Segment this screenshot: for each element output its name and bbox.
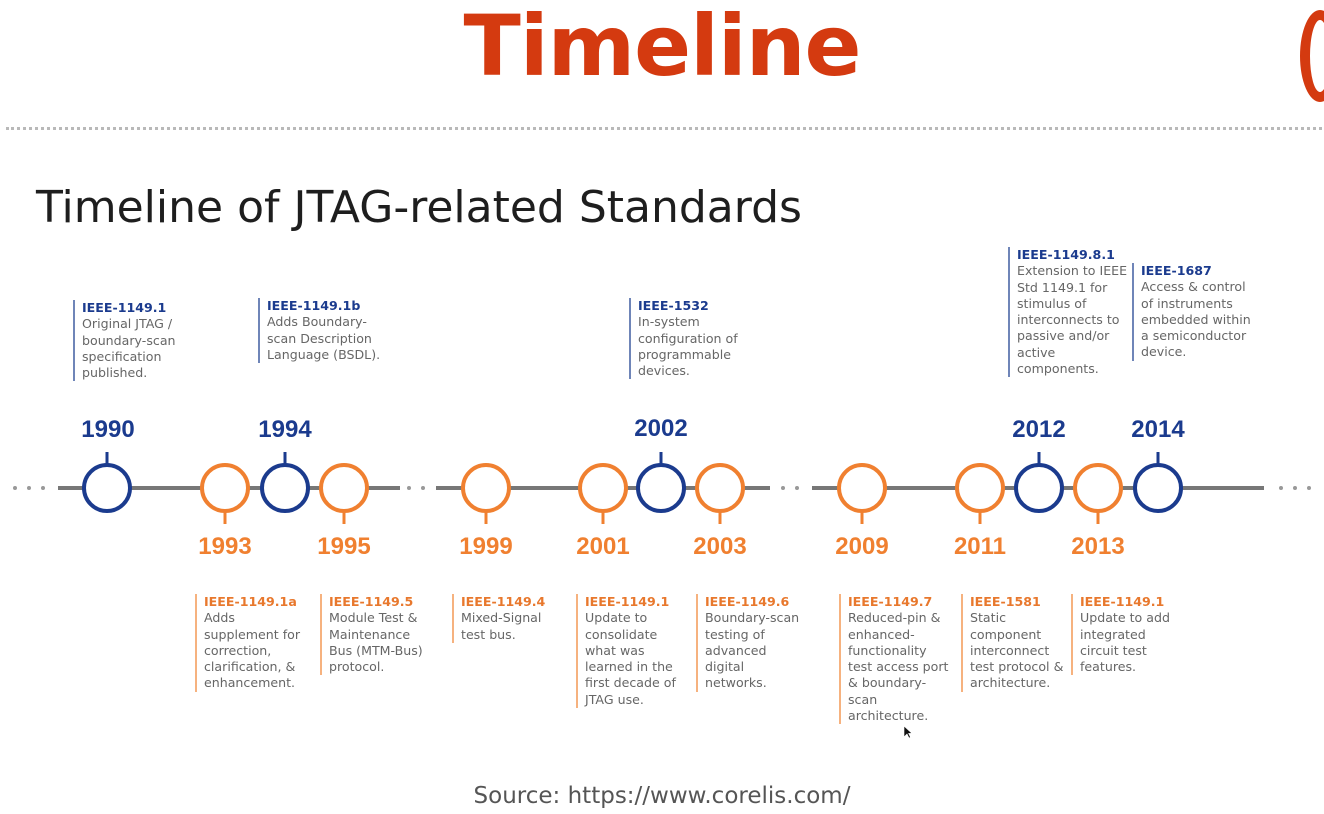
event-card-1990: IEEE-1149.1 Original JTAG / boundary-sca… [73,300,185,382]
diagram-subtitle: Timeline of JTAG-related Standards [36,182,802,233]
milestone-year: 1995 [317,533,370,560]
event-standard: IEEE-1687 [1141,263,1212,278]
milestone-year: 1999 [459,533,512,560]
ellipsis-dot [781,486,785,490]
milestone-node [461,463,511,513]
milestone-node [82,463,132,513]
milestone-node [1133,463,1183,513]
ellipsis-dot [41,486,45,490]
event-card-2012: IEEE-1149.8.1 Extension to IEEE Std 1149… [1008,247,1132,378]
ellipsis-dot [421,486,425,490]
event-description: Reduced-pin & enhanced-functionality tes… [848,610,949,724]
event-card-1994: IEEE-1149.1b Adds Boundary-scan Descript… [258,298,382,364]
event-standard: IEEE-1149.1 [585,594,670,609]
milestone-year: 2014 [1131,416,1185,443]
event-description: Update to consolidate what was learned i… [585,610,676,707]
milestone-node [955,463,1005,513]
event-description: Adds Boundary-scan Description Language … [267,314,381,362]
event-card-2011: IEEE-1581 Static component interconnect … [961,594,1073,692]
milestone-year: 2002 [634,415,687,442]
milestone-2011: 2011 [954,463,1006,560]
event-card-1993: IEEE-1149.1a Adds supplement for correct… [195,594,307,692]
event-description: Original JTAG / boundary-scan specificat… [82,316,176,381]
milestone-node [319,463,369,513]
event-standard: IEEE-1581 [970,594,1041,609]
event-description: In-system configuration of programmable … [638,314,738,379]
milestone-node [695,463,745,513]
milestone-node [837,463,887,513]
dotted-divider [6,127,1322,130]
milestone-year: 2011 [954,533,1006,560]
milestone-node [200,463,250,513]
milestone-node [1014,463,1064,513]
milestone-year: 1994 [258,416,312,443]
ellipsis-dot [1307,486,1311,490]
milestone-1993: 1993 [198,463,252,560]
milestone-year: 2012 [1012,416,1065,443]
event-card-2001: IEEE-1149.1 Update to consolidate what w… [576,594,686,709]
page-title: Timeline [463,0,862,95]
event-card-2014: IEEE-1687 Access & control of instrument… [1132,263,1256,361]
ellipsis-dot [27,486,31,490]
event-standard: IEEE-1149.1a [204,594,297,609]
milestone-node [578,463,628,513]
milestone-1994: 1994 [258,416,312,513]
event-standard: IEEE-1149.4 [461,594,546,609]
milestone-2003: 2003 [693,463,747,560]
milestone-node [260,463,310,513]
event-description: Mixed-Signal test bus. [461,610,542,642]
event-description: Boundary-scan testing of advanced digita… [705,610,800,691]
milestone-1995: 1995 [317,463,371,560]
event-standard: IEEE-1149.1 [82,300,167,315]
milestone-node [636,463,686,513]
milestone-node [1073,463,1123,513]
corner-logo-fragment [1300,10,1324,102]
event-standard: IEEE-1149.1 [1080,594,1165,609]
milestone-2014: 2014 [1131,416,1185,513]
mouse-cursor-icon [903,725,913,739]
milestone-2012: 2012 [1012,416,1066,513]
event-card-2003: IEEE-1149.6 Boundary-scan testing of adv… [696,594,808,692]
milestone-year: 2003 [693,533,746,560]
event-standard: IEEE-1149.7 [848,594,933,609]
event-standard: IEEE-1149.8.1 [1017,247,1115,262]
milestone-1999: 1999 [459,463,513,560]
ellipsis-dot [407,486,411,490]
source-caption: Source: https://www.corelis.com/ [473,783,851,809]
event-description: Access & control of instruments embedded… [1141,279,1251,360]
event-card-2002: IEEE-1532 In-system configuration of pro… [629,298,753,380]
milestone-1990: 1990 [81,416,135,513]
milestone-2001: 2001 [576,463,630,560]
ellipsis-dot [795,486,799,490]
milestone-year: 2001 [576,533,629,560]
event-standard: IEEE-1149.5 [329,594,414,609]
milestone-year: 1993 [198,533,251,560]
event-description: Adds supplement for correction, clarific… [204,610,301,691]
milestone-year: 2013 [1071,533,1124,560]
milestone-2002: 2002 [634,415,688,513]
milestone-year: 2009 [835,533,888,560]
event-description: Update to add integrated circuit test fe… [1080,610,1170,675]
event-description: Extension to IEEE Std 1149.1 for stimulu… [1017,263,1128,377]
milestone-2009: 2009 [835,463,889,560]
milestone-year: 1990 [81,416,134,443]
ellipsis-dot [1293,486,1297,490]
event-standard: IEEE-1532 [638,298,709,313]
ellipsis-dot [13,486,17,490]
event-description: Static component interconnect test proto… [970,610,1064,691]
event-card-2009: IEEE-1149.7 Reduced-pin & enhanced-funct… [839,594,951,725]
event-card-1999: IEEE-1149.4 Mixed-Signal test bus. [452,594,562,643]
milestone-2013: 2013 [1071,463,1125,560]
event-description: Module Test & Maintenance Bus (MTM-Bus) … [329,610,423,675]
event-standard: IEEE-1149.6 [705,594,790,609]
ellipsis-dot [1279,486,1283,490]
event-standard: IEEE-1149.1b [267,298,361,313]
event-card-1995: IEEE-1149.5 Module Test & Maintenance Bu… [320,594,430,676]
event-card-2013: IEEE-1149.1 Update to add integrated cir… [1071,594,1183,676]
